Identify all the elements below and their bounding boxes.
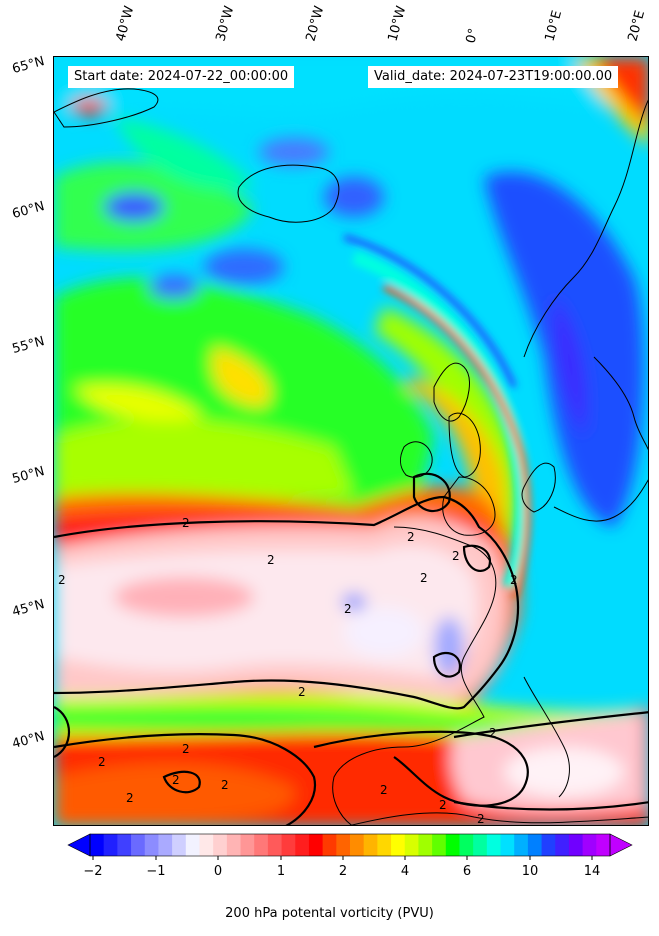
- colorbar-cell: [459, 834, 474, 856]
- lat-label-55n: 55°N: [10, 334, 47, 357]
- colorbar-max-arrow: [609, 833, 633, 857]
- lon-label-10e: 10°E: [542, 8, 566, 44]
- lat-label-50n: 50°N: [10, 464, 47, 487]
- colorbar-cell: [391, 834, 406, 856]
- colorbar-cell: [213, 834, 228, 856]
- contour-label: 2: [380, 783, 388, 797]
- colorbar-cell: [541, 834, 556, 856]
- contour-label: 2: [182, 742, 190, 756]
- colorbar-cell: [185, 834, 200, 856]
- colorbar-cell: [527, 834, 543, 856]
- colorbar-tick-label: 1: [277, 864, 285, 879]
- colorbar-cell: [500, 834, 515, 856]
- lon-label-30w: 30°W: [213, 4, 238, 43]
- colorbar-cell: [514, 834, 529, 856]
- contour-label: 2: [98, 755, 106, 769]
- colorbar-cell: [90, 834, 105, 856]
- map-panel: 2 2 2 2 2 2 2 2 2 2 2 2 2 2 2 2 2 2: [53, 56, 649, 826]
- colorbar-cell: [568, 834, 584, 856]
- colorbar-cell: [117, 834, 132, 856]
- lon-label-0: 0°: [463, 26, 482, 45]
- colorbar-tick-label: −1: [146, 864, 165, 879]
- lon-label-20e: 20°E: [625, 8, 649, 44]
- lat-label-60n: 60°N: [10, 199, 47, 222]
- colorbar-tick-label: 4: [401, 864, 409, 879]
- contour-label: 2: [298, 685, 306, 699]
- colorbar-min-arrow: [67, 833, 91, 857]
- colorbar-cell: [418, 834, 433, 856]
- colorbar-tick-label: 0: [214, 864, 222, 879]
- colorbar-cells: [90, 834, 611, 856]
- colorbar-cell: [350, 834, 365, 856]
- colorbar-cell: [131, 834, 146, 856]
- lon-label-20w: 20°W: [303, 4, 328, 43]
- colorbar-cell: [582, 834, 597, 856]
- colorbar-cell: [308, 834, 324, 856]
- valid-date-label: Valid_date: 2024-07-23T19:00:00.00: [368, 66, 619, 88]
- colorbar-cell: [322, 834, 337, 856]
- contour-label: 2: [510, 573, 518, 587]
- colorbar-cell: [103, 834, 118, 856]
- lon-label-40w: 40°W: [113, 4, 138, 43]
- colorbar-cell: [432, 834, 447, 856]
- colorbar-cell: [267, 834, 283, 856]
- colorbar-cell: [199, 834, 214, 856]
- contour-label: 2: [477, 812, 485, 826]
- colorbar-cell: [486, 834, 502, 856]
- colorbar-cell: [254, 834, 269, 856]
- colorbar-tick-label: −2: [83, 864, 102, 879]
- contour-label: 2: [221, 778, 229, 792]
- contour-label: 2: [267, 553, 275, 567]
- jet-streaks: [343, 234, 531, 598]
- contour-label: 2: [489, 726, 497, 740]
- lat-label-45n: 45°N: [10, 597, 47, 620]
- contour-label: 2: [439, 798, 447, 812]
- colorbar-cell: [281, 834, 296, 856]
- pv-field-map: 2 2 2 2 2 2 2 2 2 2 2 2 2 2 2 2 2 2: [54, 57, 648, 826]
- colorbar-tick-label: 14: [584, 864, 601, 879]
- contour-label: 2: [172, 773, 180, 787]
- colorbar-cell: [473, 834, 488, 856]
- pv-2-contours: [54, 472, 648, 825]
- colorbar-cell: [377, 834, 392, 856]
- colorbar-tick-label: 6: [463, 864, 471, 879]
- lon-label-10w: 10°W: [385, 4, 410, 43]
- colorbar-cell: [295, 834, 310, 856]
- contour-label: 2: [452, 549, 460, 563]
- contour-label: 2: [126, 791, 134, 805]
- colorbar-tick-label: 2: [339, 864, 347, 879]
- contour-label: 2: [344, 602, 352, 616]
- colorbar-cell: [555, 834, 570, 856]
- colorbar: −2 −1 0 1 2 4 6 10 14: [67, 833, 633, 879]
- colorbar-cell: [445, 834, 460, 856]
- colorbar-cell: [226, 834, 242, 856]
- colorbar-title: 200 hPa potental vorticity (PVU): [225, 906, 434, 921]
- colorbar-cell: [336, 834, 351, 856]
- start-date-label: Start date: 2024-07-22_00:00:00: [68, 66, 295, 88]
- contour-label: 2: [58, 573, 66, 587]
- colorbar-cell: [172, 834, 187, 856]
- colorbar-frame: [89, 833, 611, 857]
- contour-labels: 2 2 2 2 2 2 2 2 2 2 2 2 2 2 2 2 2 2: [58, 516, 518, 826]
- colorbar-cell: [596, 834, 611, 856]
- colorbar-ticks: −2 −1 0 1 2 4 6 10 14: [83, 856, 600, 879]
- colorbar-cell: [240, 834, 255, 856]
- coastlines: [54, 88, 648, 825]
- colorbar-cell: [404, 834, 419, 856]
- colorbar-cell: [144, 834, 159, 856]
- contour-label: 2: [407, 530, 415, 544]
- lat-label-65n: 65°N: [10, 54, 47, 77]
- contour-label: 2: [420, 571, 428, 585]
- contour-label: 2: [182, 516, 190, 530]
- colorbar-cell: [158, 834, 173, 856]
- colorbar-cell: [363, 834, 378, 856]
- colorbar-tick-label: 10: [522, 864, 539, 879]
- lat-label-40n: 40°N: [10, 729, 47, 752]
